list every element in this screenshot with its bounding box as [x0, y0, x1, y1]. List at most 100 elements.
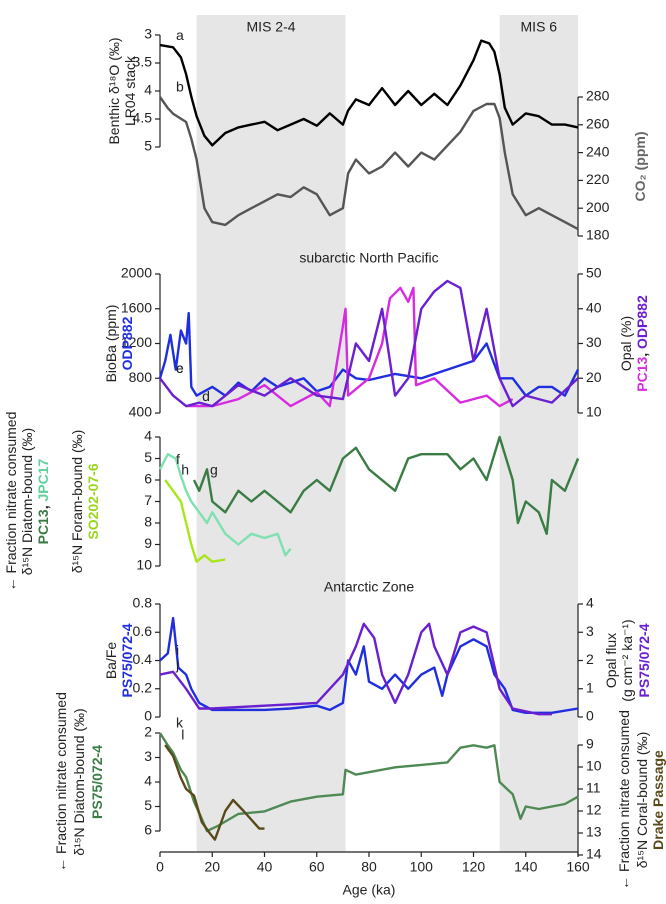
y-tick-label: 4: [144, 428, 152, 444]
y2-tick-label: 4: [586, 595, 594, 611]
data-line: [164, 479, 226, 563]
axis-title-part: ← Fraction nitrate consumed: [616, 710, 632, 890]
shaded-period: [196, 15, 346, 852]
y2-tick-label: 0: [586, 708, 594, 724]
y2-tick-label: 20: [586, 369, 602, 385]
y-tick-label: 9: [144, 535, 152, 551]
y-tick-label: 8: [144, 514, 152, 530]
data-line: [158, 311, 580, 397]
series-letter: a: [176, 27, 184, 43]
series-letter: j: [175, 656, 179, 672]
y2-tick-label: 12: [586, 802, 602, 818]
axis-title-part: δ¹⁵N Diatom-bound (‰): [71, 708, 87, 855]
y-tick-label: 3: [144, 748, 152, 764]
axis-title-part: Ba/Fe: [103, 642, 119, 680]
y-tick-label: 4: [144, 82, 152, 98]
y-tick-label: 0.4: [133, 651, 153, 667]
axis-title-part: ,: [35, 502, 51, 510]
axis-title-part: ODP882: [634, 295, 650, 349]
axis-title-part: SO202-07-6: [85, 463, 101, 539]
y-tick-label: 3.5: [133, 54, 153, 70]
axis-title: Ba/Fe: [103, 642, 119, 680]
y-tick-label: 5: [144, 449, 152, 465]
axis-title-part: δ¹⁵N Foram-bound (‰): [69, 430, 85, 574]
data-line: [158, 453, 292, 557]
data-line: [159, 96, 579, 231]
x-tick-label: 80: [361, 859, 377, 875]
axis-title-part: CO₂ (ppm): [632, 132, 648, 202]
axis-title: ← Fraction nitrate consumed: [616, 710, 632, 890]
period-label: MIS 6: [521, 19, 558, 35]
y2-tick-label: 180: [586, 227, 610, 243]
shaded-period: [499, 15, 578, 852]
y2-tick-label: 14: [586, 846, 602, 862]
y2-tick-label: 10: [586, 404, 602, 420]
x-tick-label: 160: [566, 859, 590, 875]
axis-title-part: δ¹⁵N Coral-bound (‰): [634, 732, 650, 869]
axis-title-part: PC13: [35, 509, 51, 544]
axis-title-part: (g cm⁻² ka⁻¹): [619, 619, 635, 701]
axis-title: CO₂ (ppm): [632, 132, 648, 202]
y-tick-label: 0: [144, 708, 152, 724]
axis-title-part: ← Fraction nitrate consumed: [53, 692, 69, 872]
axis-title-part: PS75/072-4: [119, 623, 135, 697]
axis-title-part: Drake Passage: [650, 750, 666, 850]
axis-title-part: ← Fraction nitrate consumed: [3, 412, 19, 592]
series-letter: d: [202, 388, 210, 404]
axis-title: PS75/072-4: [119, 623, 135, 697]
series-letter: g: [210, 462, 218, 478]
data-line: [192, 435, 580, 535]
y-tick-label: 0.8: [133, 595, 153, 611]
axis-title-part: BioBa (ppm): [103, 305, 119, 383]
x-tick-label: 60: [309, 859, 325, 875]
y2-tick-label: 220: [586, 171, 610, 187]
axis-title: Benthic δ¹⁸O (‰): [106, 37, 122, 144]
y2-tick-label: 30: [586, 334, 602, 350]
y-tick-label: 4: [144, 773, 152, 789]
axis-title-part: LR04 stack: [122, 55, 138, 126]
axis-title: PC13, ODP882: [634, 295, 650, 392]
series-letter: b: [176, 79, 184, 95]
series-letter: l: [181, 727, 184, 743]
axis-title-part: ODP882: [119, 316, 135, 370]
y-tick-label: 0.6: [133, 623, 153, 639]
series-letter: h: [181, 462, 189, 478]
y-tick-label: 800: [129, 369, 153, 385]
series-letter: f: [176, 451, 180, 467]
axis-title: LR04 stack: [122, 55, 138, 126]
axis-title: BioBa (ppm): [103, 305, 119, 383]
series-letter: c: [176, 360, 183, 376]
y-tick-label: 4.5: [133, 110, 153, 126]
y2-tick-label: 280: [586, 88, 610, 104]
y-tick-label: 400: [129, 404, 153, 420]
series-letter: k: [176, 715, 184, 731]
y2-tick-label: 2: [586, 651, 594, 667]
y2-tick-label: 1: [586, 679, 594, 695]
axis-title-part: JPC17: [35, 458, 51, 501]
y-tick-label: 10: [136, 557, 152, 573]
y2-tick-label: 11: [586, 780, 601, 796]
axis-title: Opal flux: [603, 633, 619, 688]
series-letter: e: [176, 360, 184, 376]
data-line: [159, 279, 579, 408]
y-tick-label: 5: [144, 138, 152, 154]
period-label: MIS 2-4: [247, 19, 296, 35]
axis-title-part: δ¹⁵N Diatom-bound (‰): [19, 428, 35, 575]
axis-title-part: PS75/072-4: [89, 745, 105, 819]
axis-title: δ¹⁵N Foram-bound (‰): [69, 430, 85, 574]
y2-tick-label: 240: [586, 143, 610, 159]
x-tick-label: 100: [410, 859, 434, 875]
x-tick-label: 0: [156, 859, 164, 875]
series-letter: i: [176, 642, 179, 658]
y2-tick-label: 40: [586, 299, 602, 315]
axis-title-part: Benthic δ¹⁸O (‰): [106, 37, 122, 144]
axis-title: δ¹⁵N Coral-bound (‰): [634, 732, 650, 869]
axis-title-part: ,: [634, 349, 650, 357]
x-axis-title: Age (ka): [343, 882, 396, 898]
x-tick-label: 120: [462, 859, 486, 875]
y2-tick-label: 9: [586, 736, 594, 752]
y-tick-label: 1200: [121, 334, 152, 350]
y2-tick-label: 260: [586, 116, 610, 132]
axis-title: δ¹⁵N Diatom-bound (‰): [19, 428, 35, 575]
y2-tick-label: 50: [586, 265, 602, 281]
